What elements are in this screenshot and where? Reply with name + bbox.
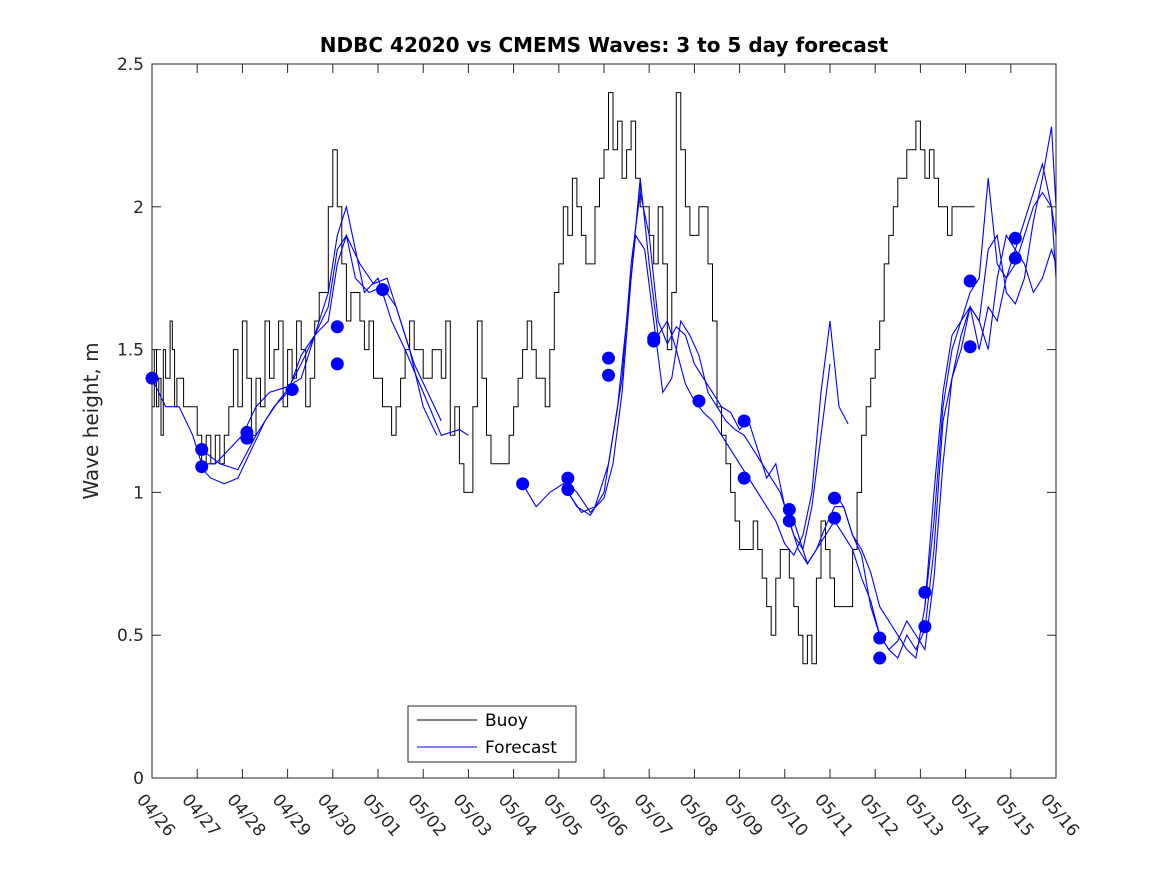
plot-area (145, 63, 1057, 779)
forecast-start-marker (376, 283, 390, 297)
forecast-start-marker (330, 357, 344, 371)
forecast-line (834, 161, 1056, 660)
y-tick-label: 1.5 (117, 341, 144, 361)
forecast-start-marker (782, 514, 796, 528)
forecast-start-marker (195, 460, 209, 474)
legend: Buoy Forecast (407, 705, 577, 763)
forecast-start-marker (873, 651, 887, 665)
y-axis: 0 0.5 1 1.5 2 2.5 (117, 55, 1056, 789)
forecast-start-marker (737, 471, 751, 485)
forecast-start-marker (195, 443, 209, 457)
legend-forecast-label: Forecast (485, 738, 557, 758)
y-tick-label: 2.5 (117, 55, 144, 75)
forecast-line (522, 192, 831, 551)
y-tick-label: 2 (133, 198, 144, 218)
legend-buoy-label: Buoy (485, 711, 528, 731)
forecast-line (201, 233, 442, 471)
forecast-start-marker (1008, 251, 1022, 265)
forecast-start-marker (240, 431, 254, 445)
y-tick-label: 1 (133, 483, 144, 503)
forecast-start-marker (285, 383, 299, 397)
chart-title: NDBC 42020 vs CMEMS Waves: 3 to 5 day fo… (320, 33, 889, 57)
forecast-start-marker (516, 477, 530, 491)
forecast-start-marker (330, 320, 344, 334)
legend-box (407, 705, 577, 763)
forecast-line (567, 233, 1056, 652)
forecast-line (562, 178, 849, 557)
forecast-line (196, 233, 438, 485)
forecast-start-marker (918, 620, 932, 634)
buoy-series-layer (152, 92, 975, 665)
y-tick-label: 0 (133, 769, 144, 789)
forecast-start-marker (561, 471, 575, 485)
forecast-start-marker (692, 394, 706, 408)
forecast-start-marker (963, 274, 977, 288)
forecast-start-marker (647, 334, 661, 348)
forecast-start-marker (918, 585, 932, 599)
buoy-line (152, 92, 975, 665)
forecast-start-marker (828, 491, 842, 505)
forecast-start-marker (873, 631, 887, 645)
marker-layer (145, 231, 1022, 665)
forecast-start-marker (1008, 231, 1022, 245)
forecast-line (924, 126, 1056, 607)
axes-background (152, 64, 1056, 778)
forecast-start-marker (602, 351, 616, 365)
forecast-start-marker (602, 368, 616, 382)
forecast-start-marker (737, 414, 751, 428)
forecast-start-marker (963, 340, 977, 354)
y-tick-label: 0.5 (117, 626, 144, 646)
forecast-start-marker (561, 483, 575, 497)
forecast-start-marker (828, 511, 842, 525)
y-axis-label: Wave height, m (79, 342, 103, 499)
forecast-start-marker (782, 503, 796, 517)
